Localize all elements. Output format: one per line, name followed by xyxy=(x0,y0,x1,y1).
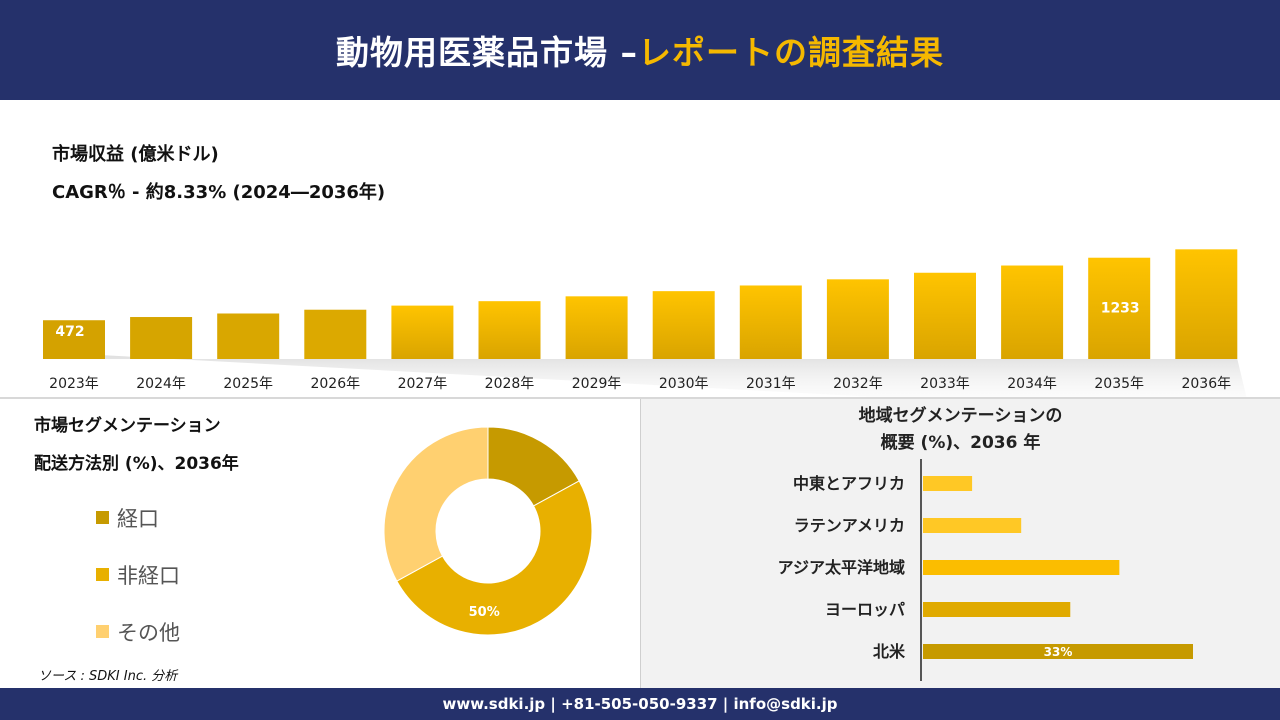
header-banner: 動物用医薬品市場 –レポートの調査結果 xyxy=(0,0,1280,100)
region-title-line1: 地域セグメンテーションの xyxy=(858,406,1063,426)
bar-2027年 xyxy=(391,305,454,359)
bar-2030年 xyxy=(652,291,715,359)
bar-2023年 xyxy=(43,320,105,359)
x-tick-label: 2036年 xyxy=(1181,376,1231,392)
region-label: 中東とアフリカ xyxy=(793,474,905,493)
bar-data-label: 1233 xyxy=(1101,301,1140,317)
cagr-text: CAGR％ - 約8.33% (2024―2036年) xyxy=(52,182,386,203)
horizontal-divider xyxy=(0,397,1280,399)
segmentation-subtitle: 配送方法別 (%)、2036年 xyxy=(34,454,239,474)
legend-swatch xyxy=(96,511,109,524)
legend-item: その他 xyxy=(96,603,180,660)
legend-label: その他 xyxy=(117,620,180,645)
region-label: ヨーロッパ xyxy=(825,600,905,619)
region-bar-アジア太平洋地域 xyxy=(923,560,1120,575)
region-bar-ラテンアメリカ xyxy=(923,518,1022,533)
x-tick-label: 2030年 xyxy=(659,376,709,392)
page-title: 動物用医薬品市場 –レポートの調査結果 xyxy=(336,26,944,74)
region-label: ラテンアメリカ xyxy=(794,516,905,535)
legend-label: 非経口 xyxy=(117,563,180,588)
region-data-label: 33% xyxy=(1044,645,1073,659)
bar-data-label: 472 xyxy=(55,324,84,340)
x-tick-label: 2032年 xyxy=(833,376,883,392)
legend-swatch xyxy=(96,625,109,638)
bar-2025年 xyxy=(217,313,280,359)
x-tick-label: 2031年 xyxy=(746,376,796,392)
x-tick-label: 2023年 xyxy=(49,376,99,392)
region-title: 地域セグメンテーションの 概要 (%)、2036 年 xyxy=(641,403,1280,457)
footer-banner: www.sdki.jp | +81-505-050-9337 | info@sd… xyxy=(0,688,1280,720)
bar-2036年 xyxy=(1175,249,1238,359)
title-accent: レポートの調査結果 xyxy=(638,33,944,72)
region-panel: 地域セグメンテーションの 概要 (%)、2036 年 中東とアフリカ ラテンアメリ… xyxy=(641,399,1280,688)
revenue-chart-title: 市場収益 (億米ドル) xyxy=(52,144,219,165)
bar-2024年 xyxy=(130,317,193,359)
bar-shadow xyxy=(43,353,1247,398)
region-title-line2: 概要 (%)、2036 年 xyxy=(880,433,1041,453)
x-tick-label: 2034年 xyxy=(1007,376,1057,392)
region-label: 北米 xyxy=(873,642,906,661)
bar-2029年 xyxy=(565,296,628,359)
x-tick-label: 2027年 xyxy=(398,376,448,392)
segmentation-title: 市場セグメンテーション xyxy=(34,416,221,436)
bar-2035年 xyxy=(1088,257,1151,359)
donut-chart: 50% xyxy=(383,426,593,636)
x-tick-label: 2026年 xyxy=(310,376,360,392)
x-tick-label: 2025年 xyxy=(223,376,273,392)
donut-data-label: 50% xyxy=(469,605,500,620)
bar-2033年 xyxy=(914,272,976,359)
revenue-bar-chart: 2023年 472 2024年 2025年 2026年 2027年 2028年 2029年 20… xyxy=(43,249,1247,398)
revenue-panel: 市場収益 (億米ドル) CAGR％ - 約8.33% (2024―2036年) … xyxy=(0,100,1280,398)
region-bar-中東とアフリカ xyxy=(923,476,973,491)
region-bar-北米 xyxy=(923,644,1193,659)
legend-item: 経口 xyxy=(96,489,180,546)
source-note: ソース : SDKI Inc. 分析 xyxy=(38,669,178,684)
legend-item: 非経口 xyxy=(96,546,180,603)
region-label: アジア太平洋地域 xyxy=(778,558,905,577)
bar-2032年 xyxy=(826,279,889,359)
bar-2031年 xyxy=(739,285,802,359)
segmentation-panel: 市場セグメンテーション 配送方法別 (%)、2036年 経口非経口その他 50%… xyxy=(0,399,640,688)
vertical-divider xyxy=(640,399,641,688)
legend-label: 経口 xyxy=(117,506,159,531)
bar-2026年 xyxy=(304,309,367,359)
bar-2028年 xyxy=(478,301,541,359)
x-tick-label: 2035年 xyxy=(1094,376,1144,392)
donut-legend: 経口 非経口 その他 xyxy=(96,489,180,660)
bar-2034年 xyxy=(1001,265,1064,359)
x-tick-label: 2024年 xyxy=(136,376,186,392)
title-main: 動物用医薬品市場 – xyxy=(336,33,638,72)
legend-swatch xyxy=(96,568,109,581)
contact-info: www.sdki.jp | +81-505-050-9337 | info@sd… xyxy=(442,695,838,713)
x-tick-label: 2033年 xyxy=(920,376,970,392)
donut-slice-非経口 xyxy=(396,480,593,636)
donut-slice-その他 xyxy=(383,426,489,582)
x-tick-label: 2028年 xyxy=(485,376,535,392)
region-bar-ヨーロッパ xyxy=(923,602,1071,617)
x-tick-label: 2029年 xyxy=(572,376,622,392)
